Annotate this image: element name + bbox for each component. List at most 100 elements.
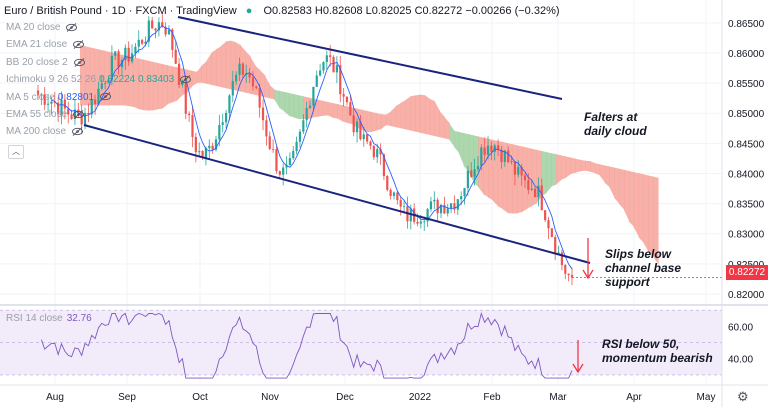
cloud-segment-bullish bbox=[293, 94, 300, 120]
annotation-cloud-line-2: daily cloud bbox=[584, 124, 647, 138]
candle-body bbox=[137, 39, 140, 47]
candle-body bbox=[261, 107, 265, 121]
cloud-segment-bearish bbox=[216, 45, 222, 88]
time-tick-label: Mar bbox=[549, 392, 567, 403]
cloud-segment-bearish bbox=[405, 96, 411, 131]
channel-lower-line bbox=[83, 124, 591, 264]
candle-body bbox=[349, 102, 352, 116]
candle-body bbox=[305, 108, 308, 121]
candle-body bbox=[352, 115, 355, 133]
time-tick-label: Oct bbox=[192, 392, 208, 403]
candle-body bbox=[141, 39, 144, 44]
hidden-eye-icon[interactable] bbox=[73, 57, 85, 67]
candle-body bbox=[537, 185, 540, 198]
candle-body bbox=[43, 94, 46, 105]
candle-body bbox=[500, 149, 503, 162]
indicator-legend-item[interactable]: EMA 55 close bbox=[6, 109, 85, 120]
candle-body bbox=[40, 94, 43, 96]
candle-body bbox=[87, 113, 90, 115]
cloud-segment-bearish bbox=[390, 106, 397, 128]
cloud-segment-bearish bbox=[220, 41, 227, 89]
candle-body bbox=[46, 103, 50, 105]
candle-body bbox=[466, 170, 469, 189]
symbol-title[interactable]: Euro / British Pound · 1D · FXCM · Tradi… bbox=[4, 5, 237, 17]
candle-body bbox=[433, 199, 436, 202]
candle-body bbox=[342, 94, 345, 97]
candle-body bbox=[436, 199, 439, 214]
candle-body bbox=[36, 90, 40, 96]
candle-body bbox=[557, 252, 560, 255]
price-tick-label: 0.83500 bbox=[728, 200, 765, 211]
candle-body bbox=[345, 96, 349, 103]
cloud-segment-bullish bbox=[546, 152, 552, 193]
cloud-segment-bearish bbox=[366, 110, 373, 133]
candle-body bbox=[369, 141, 372, 146]
hidden-eye-icon[interactable] bbox=[100, 92, 112, 102]
indicator-legend-item[interactable]: MA 20 close bbox=[6, 22, 78, 33]
cloud-segment-bearish bbox=[361, 109, 368, 132]
indicator-legend-item[interactable]: EMA 21 close bbox=[6, 39, 85, 50]
indicator-label: MA 5 close bbox=[6, 91, 55, 103]
cloud-segment-bearish bbox=[619, 168, 625, 211]
indicator-legend-item[interactable]: MA 200 close bbox=[6, 126, 83, 137]
ohlc-readout: O0.82583 H0.82608 L0.82025 C0.82272 −0.0… bbox=[263, 5, 560, 17]
candle-body bbox=[453, 203, 456, 210]
cloud-segment-bearish bbox=[643, 174, 649, 253]
cloud-segment-bearish bbox=[269, 84, 275, 100]
indicator-label: EMA 55 close bbox=[6, 109, 68, 120]
hidden-eye-icon[interactable] bbox=[73, 40, 85, 50]
last-price-badge: 0.82272 bbox=[726, 265, 768, 280]
cloud-segment-bullish bbox=[298, 95, 305, 120]
candle-body bbox=[402, 206, 406, 208]
chart-header: Euro / British Pound · 1D · FXCM · Tradi… bbox=[4, 5, 560, 17]
candle-body bbox=[167, 29, 171, 35]
hidden-eye-icon[interactable] bbox=[66, 23, 78, 32]
indicator-legend-item[interactable]: MA 5 close 0.82801 bbox=[6, 91, 112, 103]
cloud-segment-bearish bbox=[560, 155, 567, 180]
candle-body bbox=[460, 196, 463, 200]
candle-body bbox=[523, 175, 527, 181]
candle-body bbox=[362, 134, 365, 140]
annotation-channel-line-2: channel base bbox=[605, 261, 682, 275]
ma5-path bbox=[51, 25, 573, 270]
cloud-segment-bearish bbox=[138, 58, 144, 111]
cloud-segment-bearish bbox=[429, 98, 436, 137]
annotation-cloud: Falters at daily cloud bbox=[584, 110, 647, 138]
candle-body bbox=[144, 41, 147, 44]
hidden-eye-icon[interactable] bbox=[72, 127, 83, 137]
cloud-segment-bearish bbox=[264, 75, 271, 99]
candle-body bbox=[439, 204, 443, 214]
price-tick-label: 0.84000 bbox=[728, 169, 765, 180]
candle-body bbox=[507, 150, 510, 163]
cloud-segment-bullish bbox=[454, 130, 460, 154]
channel-upper-line bbox=[177, 16, 563, 100]
candle-body bbox=[235, 74, 238, 82]
candle-body bbox=[57, 102, 60, 115]
cloud-segment-bearish bbox=[162, 64, 169, 109]
candle-body bbox=[446, 208, 449, 214]
cloud-segment-bearish bbox=[653, 176, 659, 265]
hidden-eye-icon[interactable] bbox=[73, 110, 85, 119]
cloud-segment-bearish bbox=[638, 173, 645, 243]
indicator-legend-item[interactable]: BB 20 close 2 bbox=[6, 57, 85, 68]
cloud-segment-bullish bbox=[274, 89, 280, 108]
candle-body bbox=[157, 22, 161, 31]
annotation-rsi: RSI below 50, momentum bearish bbox=[602, 337, 713, 365]
cloud-segment-bearish bbox=[342, 105, 348, 123]
candle-body bbox=[386, 176, 389, 190]
price-tick-label: 0.84500 bbox=[728, 139, 765, 150]
rsi-value: 32.76 bbox=[66, 313, 92, 324]
collapse-legend-button[interactable]: ︿ bbox=[8, 145, 24, 159]
candle-body bbox=[73, 109, 77, 119]
candle-body bbox=[429, 201, 433, 210]
candle-body bbox=[198, 151, 201, 153]
candle-body bbox=[540, 185, 543, 211]
candle-body bbox=[188, 113, 191, 116]
hidden-eye-icon[interactable] bbox=[180, 75, 192, 84]
cloud-segment-bearish bbox=[225, 40, 232, 90]
annotation-channel-line-1: Slips below bbox=[605, 247, 672, 261]
settings-gear-icon[interactable]: ⚙ bbox=[737, 389, 749, 404]
candle-body bbox=[134, 46, 137, 54]
time-tick-label: Nov bbox=[261, 392, 279, 403]
indicator-legend-item[interactable]: Ichimoku 9 26 52 26 0.82224 0.83403 bbox=[6, 74, 192, 85]
